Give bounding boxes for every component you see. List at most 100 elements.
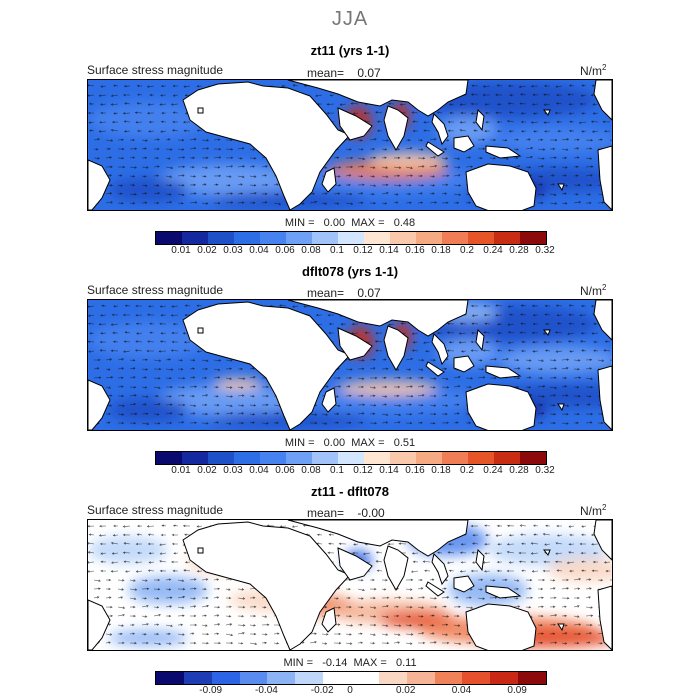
stress-vector-arrow (147, 313, 155, 317)
stress-vector-arrow (105, 358, 113, 361)
colorbar-swatch (462, 672, 491, 684)
colorbar-swatch (312, 232, 338, 244)
stress-vector-arrow (537, 403, 544, 407)
stress-vector-arrow (117, 174, 123, 177)
stress-vector-arrow (549, 614, 558, 617)
stress-vector-arrow (172, 322, 179, 326)
stress-vector-arrow (117, 138, 124, 142)
stress-vector-arrow (543, 93, 551, 96)
stress-vector-arrow (309, 201, 318, 204)
stress-vector-arrow (537, 138, 544, 142)
colorbar-tick-label: 0.28 (509, 465, 529, 476)
stress-vector-arrow (531, 331, 539, 335)
stress-vector-arrow (568, 102, 575, 106)
stress-vector-arrow (471, 331, 478, 335)
stress-vector-arrow (88, 94, 95, 97)
stress-vector-arrow (225, 156, 234, 160)
stress-vector-arrow (507, 323, 515, 326)
stress-vector-arrow (237, 367, 244, 371)
stress-vector-arrow (521, 349, 526, 353)
colorbar-swatch (295, 672, 324, 684)
stress-vector-arrow (170, 314, 179, 317)
stress-vector-arrow (177, 174, 185, 177)
land-mass (383, 325, 409, 372)
stress-vector-arrow (375, 349, 383, 352)
stress-vector-arrow (321, 633, 329, 636)
stress-vector-arrow (345, 192, 353, 196)
stress-vector-arrow (165, 368, 174, 371)
stress-vector-arrow (357, 421, 364, 425)
stress-vector-arrow (153, 174, 160, 178)
stress-vector-arrow (182, 524, 191, 528)
stress-vector-arrow (213, 156, 222, 159)
stress-vector-arrow (165, 578, 172, 581)
stress-vector-arrow (533, 524, 539, 528)
stress-vector-arrow (172, 120, 179, 124)
stress-vector-arrow (153, 201, 160, 205)
stress-vector-arrow (429, 156, 436, 159)
stress-vector-arrow (429, 192, 435, 195)
stress-vector-arrow (453, 193, 462, 196)
stress-vector-arrow (225, 359, 233, 362)
stress-vector-arrow (477, 597, 486, 600)
stress-vector-arrow (597, 138, 603, 141)
stress-vector-arrow (105, 376, 114, 379)
land-mass (182, 301, 351, 430)
stress-vector-arrow (165, 632, 171, 636)
stress-vector-arrow (225, 422, 232, 425)
stress-vector-arrow (237, 394, 245, 397)
stress-vector-arrow (549, 587, 556, 590)
stress-vector-arrow (381, 588, 387, 591)
colorbar-tick-label: 0.04 (451, 685, 472, 696)
stress-vector-arrow (459, 570, 467, 573)
stress-vector-arrow (441, 367, 448, 371)
stress-vector-arrow (134, 349, 143, 352)
stress-vector-arrow (201, 624, 208, 627)
stress-vector-arrow (518, 551, 526, 555)
stress-vector-arrow (147, 569, 155, 572)
stress-vector-arrow (549, 156, 557, 159)
land-mass (453, 575, 475, 593)
colorbar-swatch (182, 452, 208, 464)
stress-vector-arrow (369, 421, 378, 425)
stress-vector-arrow (249, 642, 258, 645)
stress-vector-arrow (573, 156, 580, 159)
stress-vector-arrow (393, 605, 399, 609)
stress-vector-arrow (357, 588, 365, 591)
stress-vector-arrow (189, 632, 195, 635)
stress-vector-arrow (105, 368, 111, 371)
stress-vector-arrow (489, 156, 496, 160)
stress-vector-arrow (106, 587, 111, 591)
stress-vector-arrow (117, 588, 125, 591)
stress-vector-arrow (88, 322, 95, 325)
land-mass (431, 113, 449, 146)
colorbar-swatch (211, 672, 240, 684)
stress-vector-arrow (581, 560, 587, 564)
stress-vector-arrow (146, 85, 155, 88)
stress-vector-arrow (605, 569, 611, 573)
stress-vector-arrow (237, 201, 245, 204)
colorbar-swatch (156, 452, 182, 464)
stress-vector-arrow (291, 525, 299, 528)
land-mass (593, 300, 612, 341)
stress-vector-arrow (458, 341, 467, 344)
stress-vector-arrow (549, 632, 556, 636)
stress-vector-arrow (429, 175, 435, 178)
stress-vector-arrow (405, 184, 412, 187)
colorbar-tick-label: 0.2 (460, 465, 474, 476)
stress-vector-arrow (178, 403, 186, 407)
stress-vector-arrow (261, 412, 268, 415)
land-mass (557, 623, 565, 632)
stress-vector-arrow (172, 111, 179, 114)
stress-vector-arrow (525, 578, 533, 582)
stress-vector-arrow (153, 359, 162, 362)
stress-vector-arrow (292, 84, 299, 87)
stress-vector-arrow (100, 103, 107, 106)
stress-vector-arrow (381, 192, 389, 195)
stress-vector-arrow (160, 94, 167, 97)
stress-vector-arrow (117, 596, 124, 599)
stress-vector-arrow (93, 138, 101, 141)
stress-vector-arrow (549, 579, 556, 582)
stress-vector-arrow (183, 129, 191, 133)
stress-vector-arrow (189, 641, 197, 645)
